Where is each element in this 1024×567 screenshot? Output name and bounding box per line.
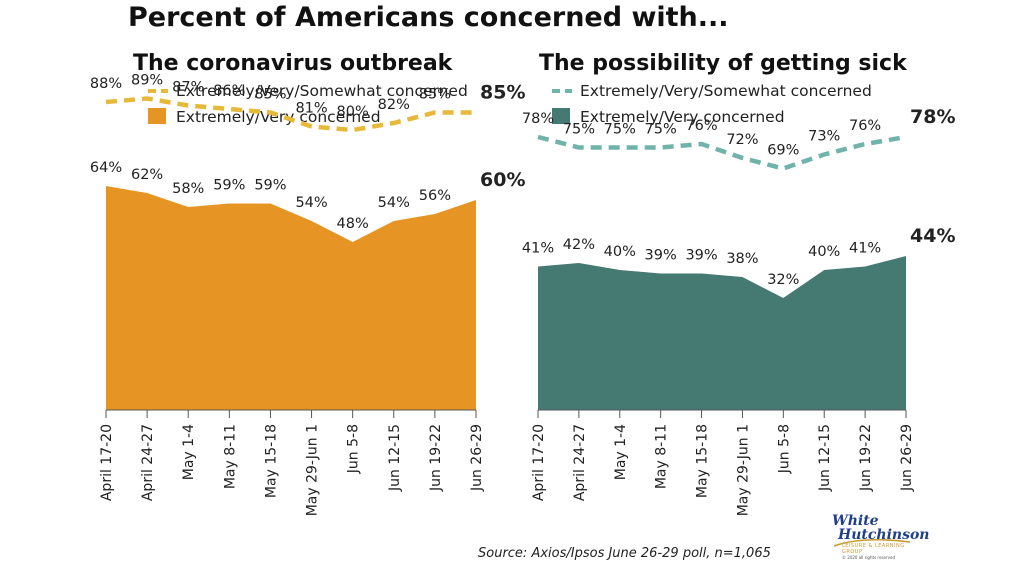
x-tick-label: Jun 26-29 xyxy=(899,424,915,492)
data-label: 40% xyxy=(808,244,840,260)
data-label: 59% xyxy=(213,178,245,194)
x-tick-label: May 29-Jun 1 xyxy=(305,424,321,516)
logo-line-1: White xyxy=(832,513,879,529)
data-label: 81% xyxy=(295,101,327,117)
data-label: 59% xyxy=(254,178,286,194)
legend-swatch-area xyxy=(552,108,570,124)
data-label: 72% xyxy=(726,132,758,148)
data-label: 58% xyxy=(172,181,204,197)
x-tick-label: May 1-4 xyxy=(181,424,197,480)
x-tick-label: Jun 26-29 xyxy=(469,424,485,492)
data-label: 38% xyxy=(726,251,758,267)
data-label: 41% xyxy=(522,241,554,257)
legend-label: Extremely/Very concerned xyxy=(176,108,381,126)
data-label: 54% xyxy=(295,195,327,211)
legend-label: Extremely/Very/Somewhat concerned xyxy=(176,82,468,100)
data-label: 85% xyxy=(480,82,525,104)
x-tick-label: May 1-4 xyxy=(613,424,629,480)
x-tick-label: Jun 12-15 xyxy=(387,424,403,492)
x-tick-label: Jun 19-22 xyxy=(428,424,444,492)
data-label: 85% xyxy=(419,87,451,103)
legend-swatch-area xyxy=(148,108,166,124)
panel-title: The coronavirus outbreak xyxy=(133,51,454,76)
x-tick-label: Jun 5-8 xyxy=(346,424,362,474)
logo-line-3: LEISURE & LEARNING GROUP xyxy=(842,543,905,555)
x-tick-label: May 8-11 xyxy=(654,424,670,489)
data-label: 39% xyxy=(645,248,677,264)
x-tick-label: April 24-27 xyxy=(140,424,156,501)
data-label: 76% xyxy=(685,118,717,134)
data-label: 41% xyxy=(849,241,881,257)
data-label: 88% xyxy=(90,76,122,92)
data-label: 76% xyxy=(849,118,881,134)
data-label: 40% xyxy=(604,244,636,260)
logo-line-2: Hutchinson xyxy=(838,527,930,543)
x-tick-label: May 29-Jun 1 xyxy=(735,424,751,516)
data-label: 56% xyxy=(419,188,451,204)
x-tick-label: Jun 12-15 xyxy=(817,424,833,492)
data-label: 48% xyxy=(337,216,369,232)
legend-label: Extremely/Very concerned xyxy=(580,108,785,126)
logo-line-4: © 2020 all rights reserved xyxy=(842,555,895,560)
data-label: 86% xyxy=(213,83,245,99)
company-logo: White Hutchinson LEISURE & LEARNING GROU… xyxy=(832,513,930,564)
data-label: 82% xyxy=(378,97,410,113)
data-label: 54% xyxy=(378,195,410,211)
data-label: 69% xyxy=(767,143,799,159)
panel-title: The possibility of getting sick xyxy=(539,51,908,76)
data-label: 89% xyxy=(131,73,163,89)
chart-main-title: Percent of Americans concerned with... xyxy=(128,2,729,33)
data-label: 75% xyxy=(563,122,595,138)
data-label: 62% xyxy=(131,167,163,183)
data-label: 75% xyxy=(645,122,677,138)
x-tick-label: April 17-20 xyxy=(531,424,547,501)
area-series xyxy=(538,256,906,410)
data-label: 85% xyxy=(254,87,286,103)
data-label: 80% xyxy=(337,104,369,120)
data-label: 75% xyxy=(604,122,636,138)
area-series xyxy=(106,186,476,410)
data-label: 32% xyxy=(767,272,799,288)
data-label: 78% xyxy=(522,111,554,127)
x-tick-label: Jun 19-22 xyxy=(858,424,874,492)
data-label: 42% xyxy=(563,237,595,253)
x-tick-label: April 24-27 xyxy=(572,424,588,501)
data-label: 87% xyxy=(172,80,204,96)
x-tick-label: May 15-18 xyxy=(695,424,711,498)
data-label: 60% xyxy=(480,169,525,191)
data-label: 44% xyxy=(910,225,955,247)
data-label: 39% xyxy=(685,248,717,264)
dashed-line-series xyxy=(537,134,907,171)
data-label: 64% xyxy=(90,160,122,176)
data-label: 73% xyxy=(808,129,840,145)
legend-label: Extremely/Very/Somewhat concerned xyxy=(580,82,872,100)
x-tick-label: May 15-18 xyxy=(263,424,279,498)
x-tick-label: May 8-11 xyxy=(222,424,238,489)
x-tick-label: April 17-20 xyxy=(99,424,115,501)
data-label: 78% xyxy=(910,106,955,128)
logo-swoosh-icon xyxy=(833,538,911,547)
dashed-line-series xyxy=(105,96,476,133)
x-tick-label: Jun 5-8 xyxy=(776,424,792,474)
source-note: Source: Axios/Ipsos June 26-29 poll, n=1… xyxy=(478,546,771,561)
